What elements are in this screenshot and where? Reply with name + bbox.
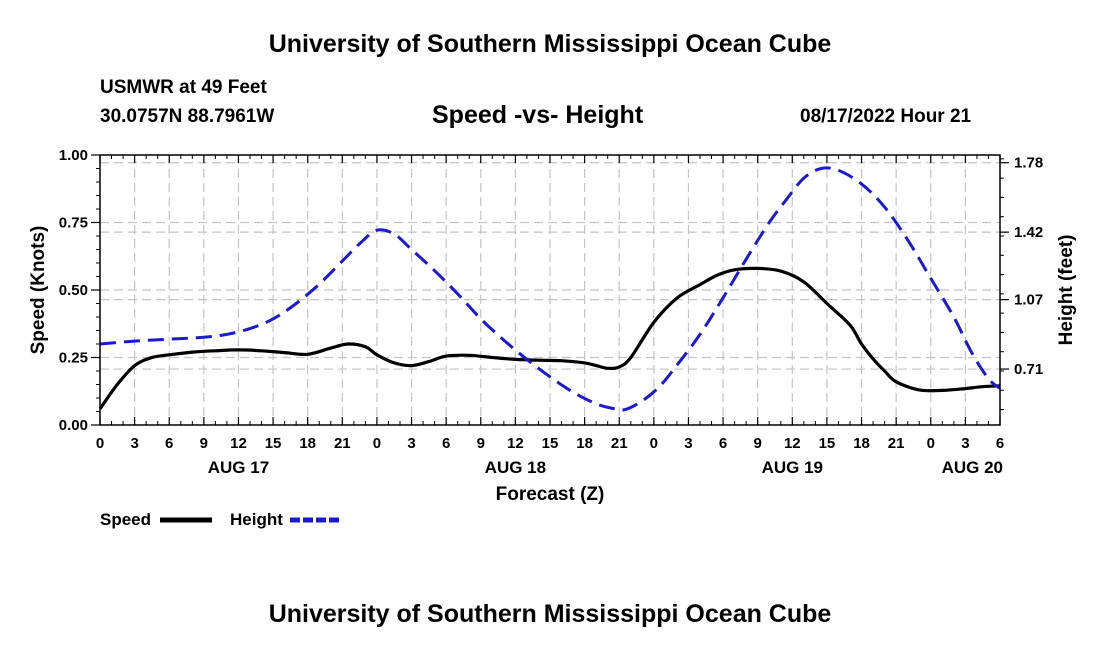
x-tick-label: 12 [230, 435, 247, 452]
x-tick-label: 0 [96, 435, 104, 452]
x-tick-label: 15 [819, 435, 836, 452]
y-tick-label: 0.75 [59, 215, 88, 232]
y-tick-label: 0.25 [59, 350, 88, 367]
x-tick-label: 0 [650, 435, 658, 452]
y-tick-label: 0.50 [59, 282, 88, 299]
x-tick-label: 3 [407, 435, 415, 452]
x-tick-label: 3 [684, 435, 692, 452]
series-lines [98, 166, 1001, 412]
x-tick-label: 18 [576, 435, 593, 452]
legend: Speed Height [100, 510, 342, 529]
y2-tick-label: 0.71 [1014, 361, 1043, 378]
x-tick-label: 21 [334, 435, 351, 452]
x-tick-label: 6 [442, 435, 450, 452]
axes: 0 3 6 9 12 15 18 21 0 3 6 9 12 15 18 21 0 3 6 9 12 15 18 21 0 3 6 A… [59, 147, 1043, 477]
y2-tick-label: 1.07 [1014, 292, 1043, 309]
axis-labels: Forecast (Z) Speed (Knots) Height (feet) [28, 226, 1077, 505]
x-tick-label: 3 [130, 435, 138, 452]
x-tick-label: 21 [611, 435, 628, 452]
x-tick-label: 18 [853, 435, 870, 452]
x-tick-label: 12 [784, 435, 801, 452]
footer-title: University of Southern Mississippi Ocean… [268, 600, 832, 628]
x-tick-label: 0 [373, 435, 381, 452]
y-tick-label: 0.00 [59, 417, 88, 434]
x-tick-label: 15 [265, 435, 282, 452]
x-tick-label: 6 [996, 435, 1004, 452]
y-axis-title: Speed (Knots) [28, 226, 49, 355]
series-line-height [99, 166, 1001, 412]
date-label: AUG 18 [485, 458, 546, 477]
legend-label-speed: Speed [100, 510, 151, 529]
page-title: University of Southern Mississippi Ocean… [268, 30, 832, 58]
forecast-datetime: 08/17/2022 Hour 21 [800, 106, 972, 127]
y2-tick-label: 1.42 [1014, 224, 1043, 241]
x-tick-label: 9 [477, 435, 485, 452]
x-tick-label: 21 [888, 435, 905, 452]
station-label: USMWR at 49 Feet [100, 77, 267, 98]
x-tick-label: 9 [754, 435, 762, 452]
x-tick-label: 0 [927, 435, 935, 452]
date-label: AUG 20 [942, 458, 1003, 477]
x-tick-label: 6 [165, 435, 173, 452]
x-axis-title: Forecast (Z) [496, 484, 605, 505]
x-tick-label: 12 [507, 435, 524, 452]
y2-tick-label: 1.78 [1014, 155, 1043, 172]
y2-axis-title: Height (feet) [1056, 235, 1077, 346]
x-tick-label: 18 [299, 435, 316, 452]
chart-title: Speed -vs- Height [432, 101, 644, 129]
x-tick-label: 6 [719, 435, 727, 452]
legend-label-height: Height [230, 510, 283, 529]
grid-lines [100, 155, 1000, 425]
x-tick-label: 9 [200, 435, 208, 452]
station-coordinates: 30.0757N 88.7961W [100, 106, 275, 127]
series-line-speed [98, 266, 1001, 410]
x-tick-label: 3 [961, 435, 969, 452]
x-tick-label: 15 [542, 435, 559, 452]
date-label: AUG 17 [208, 458, 269, 477]
date-label: AUG 19 [762, 458, 823, 477]
y-tick-label: 1.00 [59, 147, 88, 164]
